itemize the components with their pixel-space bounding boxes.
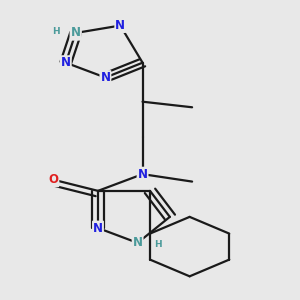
Text: N: N [138,168,148,181]
Text: H: H [154,240,162,249]
Text: N: N [71,26,81,40]
Text: H: H [52,27,60,36]
Text: N: N [71,26,81,40]
Text: O: O [48,173,59,186]
Text: N: N [115,19,125,32]
Text: N: N [133,236,142,249]
Text: N: N [93,221,103,235]
Text: N: N [61,56,71,69]
Text: N: N [100,71,110,84]
